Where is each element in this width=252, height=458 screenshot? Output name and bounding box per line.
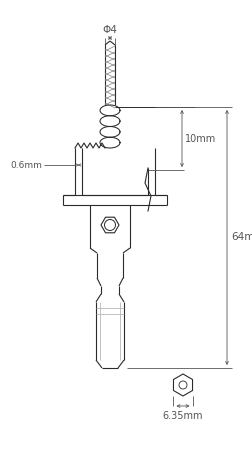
- Text: 10mm: 10mm: [185, 133, 216, 143]
- Text: 0.6mm: 0.6mm: [10, 160, 42, 169]
- Text: Φ4: Φ4: [103, 25, 117, 35]
- Text: 6.35mm: 6.35mm: [163, 411, 203, 421]
- Text: 64mm: 64mm: [231, 233, 252, 242]
